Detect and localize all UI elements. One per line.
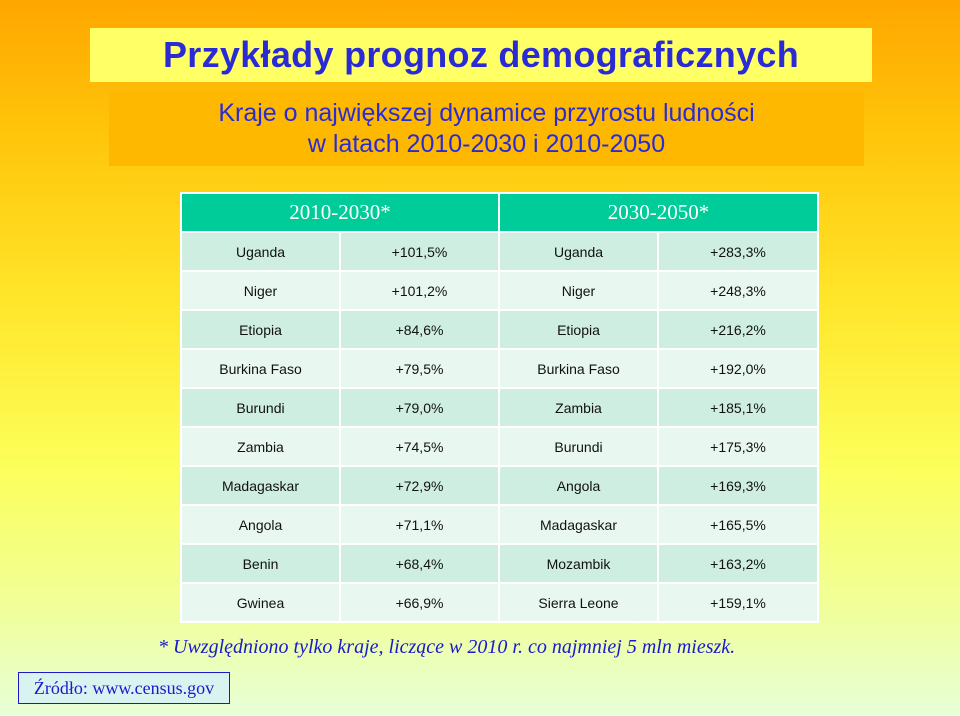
cell-value-2030: +66,9% — [341, 582, 500, 621]
cell-country-2030: Burundi — [182, 387, 341, 426]
title-box: Przykłady prognoz demograficznych — [90, 28, 872, 82]
cell-country-2030: Etiopia — [182, 309, 341, 348]
table-row: Madagaskar +72,9% Angola +169,3% — [182, 465, 817, 504]
table-row: Etiopia +84,6% Etiopia +216,2% — [182, 309, 817, 348]
table-row: Zambia +74,5% Burundi +175,3% — [182, 426, 817, 465]
cell-value-2030: +79,5% — [341, 348, 500, 387]
cell-value-2030: +72,9% — [341, 465, 500, 504]
cell-country-2050: Uganda — [500, 231, 659, 270]
table-row: Niger +101,2% Niger +248,3% — [182, 270, 817, 309]
cell-country-2050: Burkina Faso — [500, 348, 659, 387]
cell-value-2050: +216,2% — [659, 309, 817, 348]
growth-table: 2010-2030* 2030-2050* Uganda +101,5% Ugand… — [180, 192, 819, 623]
cell-country-2030: Madagaskar — [182, 465, 341, 504]
cell-value-2030: +71,1% — [341, 504, 500, 543]
cell-value-2050: +165,5% — [659, 504, 817, 543]
subtitle-line-1: Kraje o największej dynamice przyrostu l… — [218, 99, 755, 127]
header-period-2010-2030: 2010-2030* — [182, 194, 500, 231]
cell-country-2050: Sierra Leone — [500, 582, 659, 621]
cell-value-2050: +192,0% — [659, 348, 817, 387]
table-header-row: 2010-2030* 2030-2050* — [182, 194, 817, 231]
cell-country-2030: Burkina Faso — [182, 348, 341, 387]
cell-value-2050: +283,3% — [659, 231, 817, 270]
cell-country-2030: Uganda — [182, 231, 341, 270]
table-row: Uganda +101,5% Uganda +283,3% — [182, 231, 817, 270]
cell-country-2050: Madagaskar — [500, 504, 659, 543]
table-row: Burkina Faso +79,5% Burkina Faso +192,0% — [182, 348, 817, 387]
subtitle-box: Kraje o największej dynamice przyrostu l… — [109, 92, 864, 166]
page-title: Przykłady prognoz demograficznych — [162, 34, 800, 75]
table-row: Burundi +79,0% Zambia +185,1% — [182, 387, 817, 426]
cell-value-2050: +248,3% — [659, 270, 817, 309]
table-row: Benin +68,4% Mozambik +163,2% — [182, 543, 817, 582]
cell-value-2030: +101,2% — [341, 270, 500, 309]
cell-country-2050: Angola — [500, 465, 659, 504]
cell-country-2030: Gwinea — [182, 582, 341, 621]
cell-value-2030: +74,5% — [341, 426, 500, 465]
cell-country-2030: Benin — [182, 543, 341, 582]
cell-value-2030: +101,5% — [341, 231, 500, 270]
header-period-2030-2050: 2030-2050* — [500, 194, 817, 231]
subtitle-line-2: w latach 2010-2030 i 2010-2050 — [307, 130, 666, 158]
table-row: Angola +71,1% Madagaskar +165,5% — [182, 504, 817, 543]
cell-country-2030: Zambia — [182, 426, 341, 465]
table-row: Gwinea +66,9% Sierra Leone +159,1% — [182, 582, 817, 621]
cell-value-2050: +159,1% — [659, 582, 817, 621]
cell-country-2050: Burundi — [500, 426, 659, 465]
cell-country-2050: Etiopia — [500, 309, 659, 348]
cell-value-2030: +79,0% — [341, 387, 500, 426]
table-body: Uganda +101,5% Uganda +283,3% Niger +101,2% Ni… — [182, 231, 817, 621]
source-label: Źródło: www.census.gov — [18, 672, 230, 704]
cell-country-2050: Niger — [500, 270, 659, 309]
cell-value-2030: +84,6% — [341, 309, 500, 348]
cell-value-2050: +163,2% — [659, 543, 817, 582]
cell-country-2050: Mozambik — [500, 543, 659, 582]
cell-value-2050: +175,3% — [659, 426, 817, 465]
cell-country-2030: Angola — [182, 504, 341, 543]
cell-country-2050: Zambia — [500, 387, 659, 426]
cell-country-2030: Niger — [182, 270, 341, 309]
cell-value-2050: +185,1% — [659, 387, 817, 426]
cell-value-2030: +68,4% — [341, 543, 500, 582]
cell-value-2050: +169,3% — [659, 465, 817, 504]
footnote: * Uwzględniono tylko kraje, liczące w 20… — [158, 636, 736, 658]
